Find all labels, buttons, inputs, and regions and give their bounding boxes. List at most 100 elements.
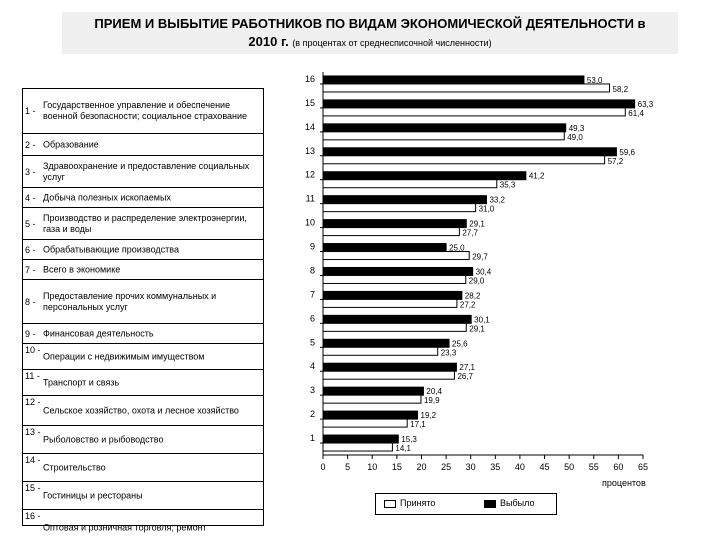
- category-row: 11 - Транспорт и связь: [23, 369, 263, 396]
- value-label-left: 30,1: [474, 315, 490, 324]
- x-tick-label: 45: [540, 462, 550, 472]
- category-tick-label: 10: [305, 218, 315, 228]
- category-label: Строительство: [43, 462, 106, 473]
- category-row: 10 - Операции с недвижимым имуществом: [23, 343, 263, 370]
- category-number: 6 -: [25, 245, 36, 255]
- value-label-left: 59,6: [619, 148, 635, 157]
- x-tick-label: 20: [416, 462, 426, 472]
- bar-accepted: [322, 394, 422, 404]
- category-tick-label: 5: [310, 337, 315, 347]
- bar-left: [322, 219, 467, 229]
- category-label: Производство и распределение электроэнер…: [43, 213, 247, 234]
- category-number: 12 -: [25, 397, 41, 407]
- x-tick-label: 0: [320, 462, 325, 472]
- category-number: 7 -: [25, 265, 36, 275]
- bar-accepted: [322, 442, 393, 452]
- bar-accepted: [322, 155, 606, 165]
- category-label: Рыболовство и рыбоводство: [43, 434, 164, 445]
- bar-left: [322, 123, 567, 133]
- category-row: 4 - Добыча полезных ископаемых: [23, 187, 263, 208]
- category-label: Государственное управление и обеспечение…: [43, 100, 248, 121]
- category-row: 2 - Образование: [23, 133, 263, 156]
- category-tick-label: 9: [310, 242, 315, 252]
- title-year: 2010 г.: [248, 34, 289, 49]
- value-label-accepted: 27,7: [462, 229, 478, 238]
- bar-accepted: [322, 227, 460, 237]
- value-label-left: 19,2: [421, 411, 437, 420]
- chart-title: ПРИЕМ И ВЫБЫТИЕ РАБОТНИКОВ ПО ВИДАМ ЭКОН…: [94, 16, 646, 31]
- category-row: 15 - Гостиницы и рестораны: [23, 481, 263, 510]
- x-tick-label: 65: [638, 462, 648, 472]
- category-tick-label: 4: [310, 361, 315, 371]
- bar-left: [322, 75, 585, 85]
- category-number: 16 -: [25, 511, 41, 521]
- x-axis-label: процентов: [602, 478, 646, 488]
- bar-accepted: [322, 107, 626, 117]
- category-tick-label: 8: [310, 265, 315, 275]
- category-label: Транспорт и связь: [43, 377, 120, 388]
- category-row: 13 - Рыболовство и рыбоводство: [23, 425, 263, 454]
- category-row: 12 - Сельское хозяйство, охота и лесное х…: [23, 395, 263, 426]
- category-label: Добыча полезных ископаемых: [43, 192, 171, 203]
- value-label-accepted: 58,2: [613, 85, 629, 94]
- category-tick-label: 14: [305, 122, 315, 132]
- category-number: 11 -: [25, 371, 40, 381]
- value-label-accepted: 19,9: [424, 396, 440, 405]
- value-label-accepted: 29,7: [472, 253, 488, 262]
- category-row: 6 - Обрабатывающие производства: [23, 239, 263, 260]
- value-label-left: 49,3: [569, 124, 585, 133]
- value-label-accepted: 14,1: [395, 444, 411, 453]
- category-row: 14 - Строительство: [23, 453, 263, 482]
- x-tick-label: 60: [613, 462, 623, 472]
- category-tick-label: 13: [305, 146, 315, 156]
- bar-accepted: [322, 251, 470, 261]
- category-tick-label: 11: [306, 194, 315, 204]
- x-tick-label: 40: [515, 462, 525, 472]
- x-tick-label: 35: [490, 462, 500, 472]
- category-label: Финансовая деятельность: [43, 328, 154, 339]
- bar-accepted: [322, 274, 467, 284]
- bar-left: [322, 362, 457, 372]
- category-number: 10 -: [25, 345, 41, 355]
- category-row: 5 - Производство и распределение электроэ…: [23, 207, 263, 240]
- category-label: Сельское хозяйство, охота и лесное хозяй…: [43, 405, 239, 416]
- category-tick-label: 15: [305, 98, 315, 108]
- x-tick-label: 30: [466, 462, 476, 472]
- bar-accepted: [322, 370, 455, 380]
- x-tick-label: 5: [345, 462, 350, 472]
- legend-swatch-left: [484, 500, 496, 508]
- category-row: 7 - Всего в экономике: [23, 259, 263, 280]
- category-number: 15 -: [25, 483, 41, 493]
- category-tick-label: 2: [310, 409, 315, 419]
- value-label-accepted: 49,0: [567, 133, 583, 142]
- category-label: Образование: [43, 139, 99, 150]
- x-tick-label: 15: [392, 462, 402, 472]
- x-tick-label: 10: [367, 462, 377, 472]
- category-row: 3 - Здравоохранение и предоставление соци…: [23, 155, 263, 188]
- category-label: Предоставление прочих коммунальных и пер…: [43, 291, 217, 312]
- value-label-left: 33,2: [489, 196, 505, 205]
- legend-label-left: Выбыло: [500, 498, 535, 508]
- category-number: 13 -: [25, 427, 41, 437]
- bar-left: [322, 266, 474, 276]
- bar-accepted: [322, 179, 498, 189]
- value-label-left: 25,6: [452, 339, 468, 348]
- chart-title-line2: 2010 г. (в процентах от среднесписочной …: [62, 34, 678, 49]
- x-tick-label: 50: [564, 462, 574, 472]
- category-tick-label: 1: [310, 433, 315, 443]
- value-label-left: 63,3: [638, 100, 654, 109]
- bar-accepted: [322, 418, 408, 428]
- legend-swatch-accepted: [384, 500, 396, 508]
- bar-left: [322, 434, 399, 444]
- series-legend: Принято Выбыло: [375, 493, 557, 515]
- bar-left: [322, 410, 419, 420]
- bar-left: [322, 314, 472, 324]
- category-label: Здравоохранение и предоставление социаль…: [43, 161, 250, 182]
- bar-left: [322, 386, 424, 396]
- category-label: Всего в экономике: [43, 264, 121, 275]
- legend-label-accepted: Принято: [400, 498, 436, 508]
- chart-subtitle: (в процентах от среднесписочной численно…: [292, 38, 492, 48]
- bar-accepted: [322, 298, 458, 308]
- category-row: 16 - Оптовая и розничная торговля; ремонт: [23, 509, 263, 546]
